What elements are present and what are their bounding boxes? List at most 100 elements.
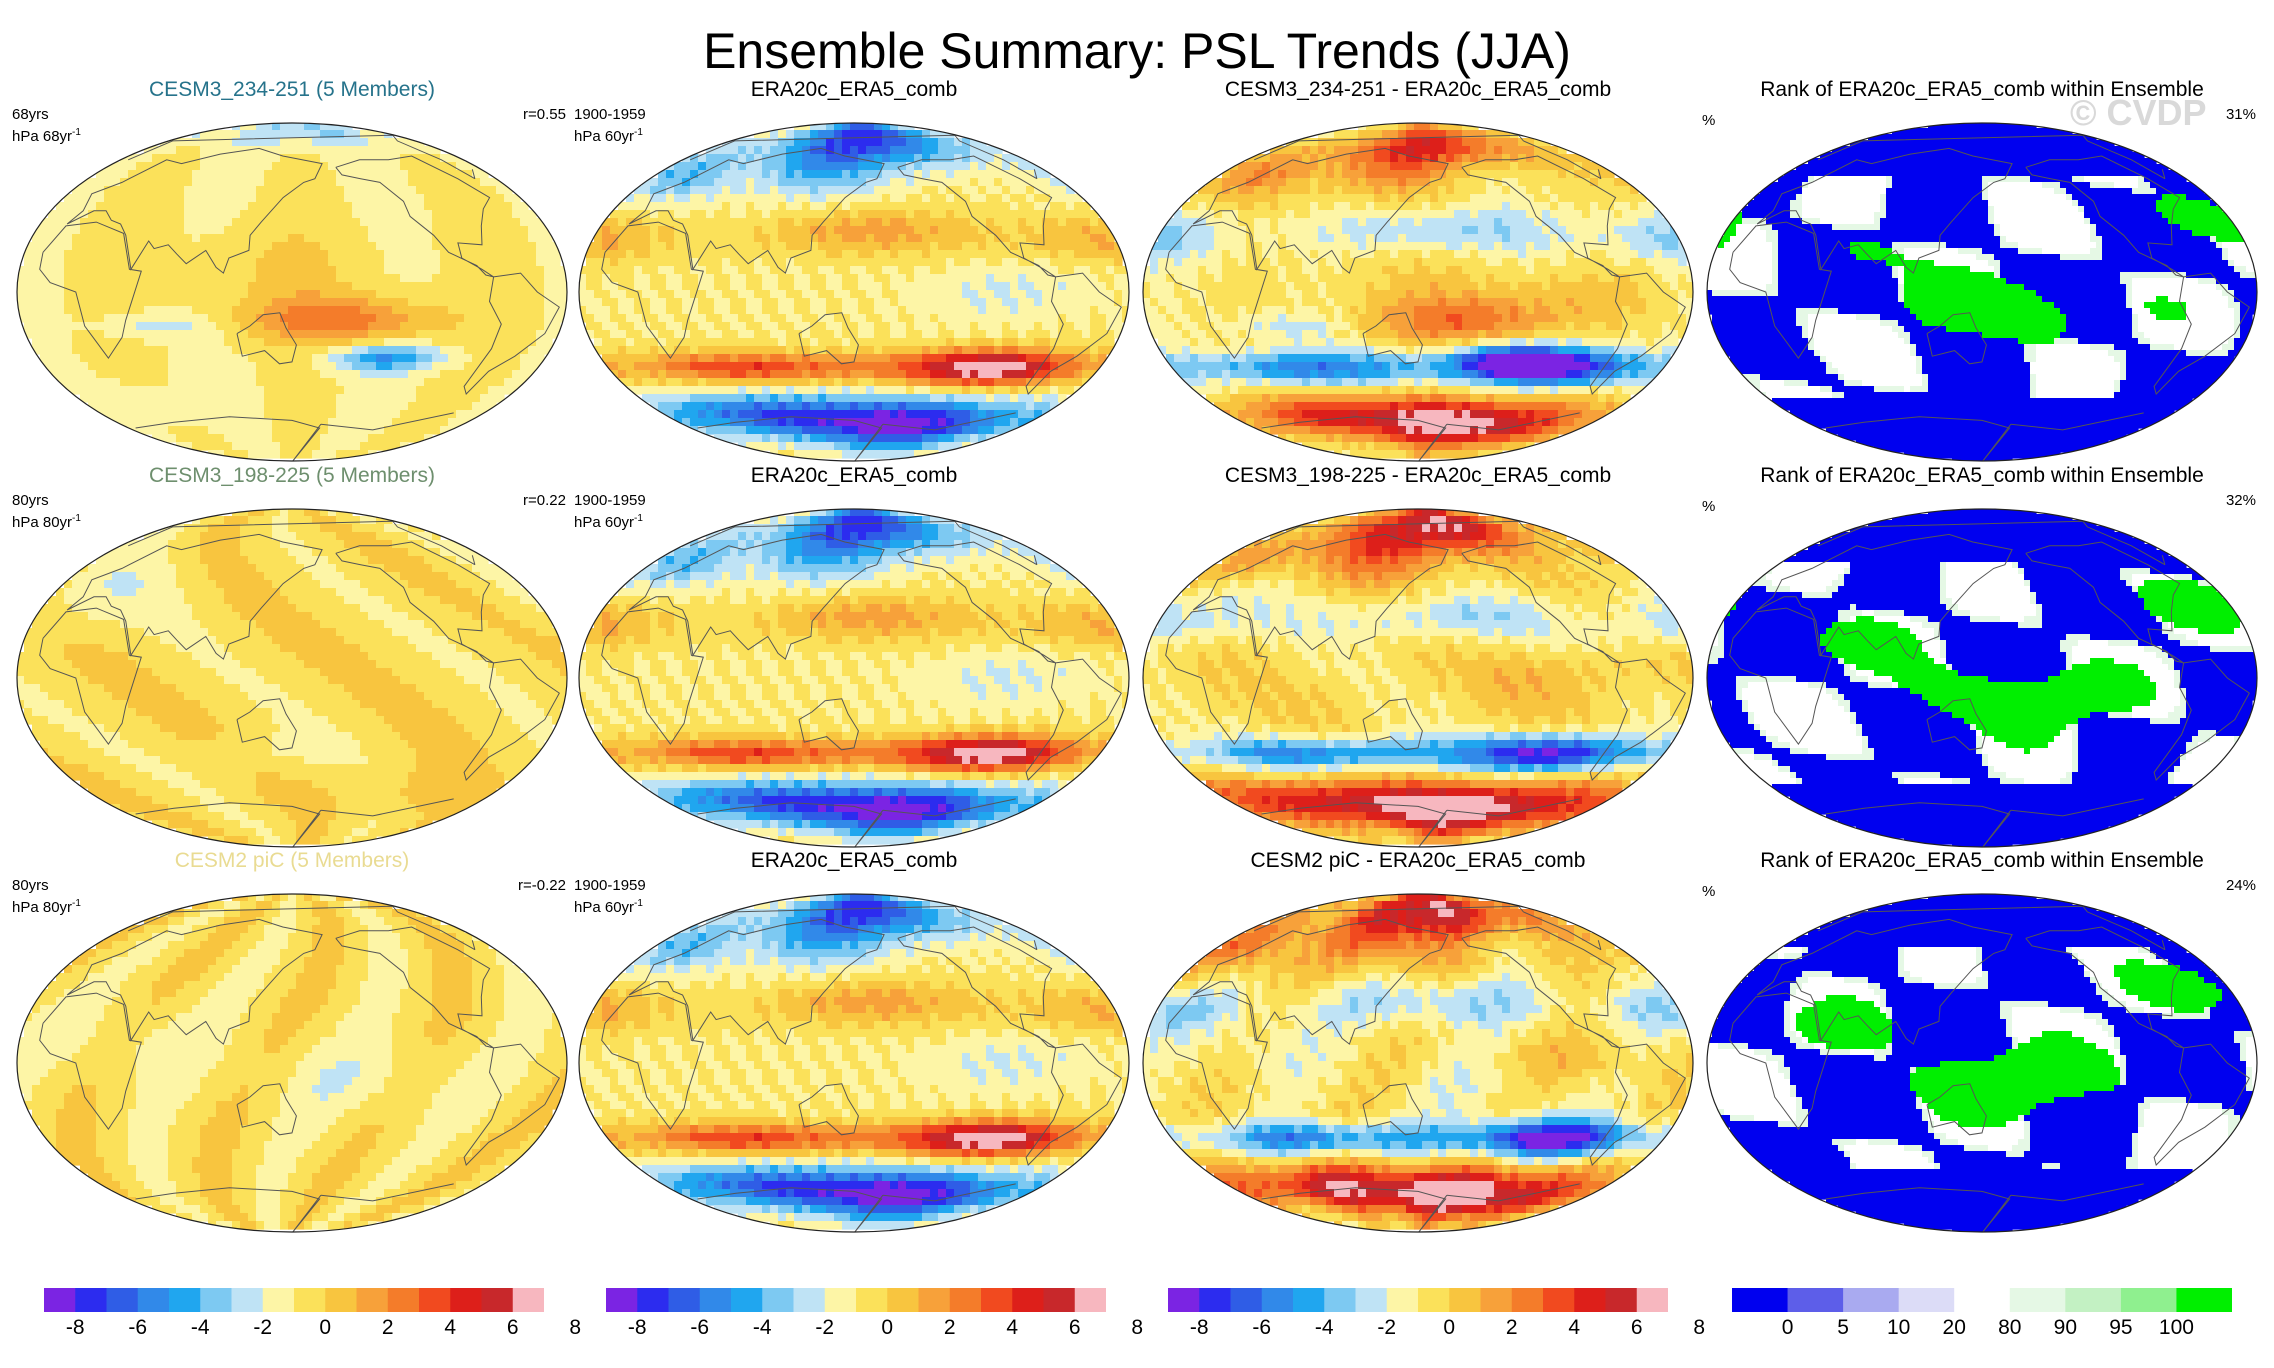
field-cell [1398,788,1407,797]
field-cell [1090,604,1099,613]
field-cell [1350,572,1359,581]
field-cell [1058,708,1075,717]
field-cell [1010,186,1027,195]
field-cell [344,186,417,195]
field-cell [1874,446,2091,453]
field-cell [786,828,795,837]
field-cell [1566,170,1575,179]
field-cell [1928,374,2031,381]
field-cell [778,660,795,669]
field-cell [858,716,875,725]
field-cell [826,146,835,155]
field-cell [2066,194,2073,201]
field-cell [1270,146,1303,155]
row1-rank-left-label: % [1702,112,1715,130]
field-cell [794,282,811,291]
field-cell [1143,274,1167,283]
field-cell [1010,386,1019,395]
field-cell [1946,592,2031,599]
field-cell [1222,314,1239,323]
field-cell [1742,212,1791,219]
field-cell [1374,636,1391,645]
field-cell [496,668,561,677]
field-cell [1334,162,1343,171]
field-cell [914,540,923,549]
field-cell [946,186,963,195]
field-cell [2030,362,2121,369]
field-cell [986,580,1003,589]
field-cell [618,258,691,267]
field-cell [794,660,811,669]
field-cell [424,692,489,701]
row1-diff-field [1143,123,1693,459]
field-cell [208,628,265,637]
field-cell [1438,756,1463,765]
field-cell [1262,796,1271,805]
row2-model-map [16,508,568,848]
field-cell [778,516,787,525]
field-cell [200,796,225,805]
field-cell [922,434,939,443]
field-cell [770,596,835,605]
field-cell [834,146,843,155]
field-cell [834,652,851,661]
field-cell [2240,326,2253,333]
field-cell [946,780,955,789]
field-cell [328,676,401,685]
field-cell [296,290,321,299]
field-cell [1654,620,1679,629]
field-cell [1374,146,1391,155]
field-cell [738,652,755,661]
field-cell [1398,362,1415,371]
field-cell [1018,386,1051,395]
field-cell [1510,162,1519,171]
field-cell [1470,170,1559,179]
field-cell [1638,588,1655,597]
row2-rank-right-label: 32% [2225,492,2256,509]
field-cell [1374,138,1391,147]
field-cell [986,274,995,283]
field-cell [594,620,603,629]
field-cell [626,756,651,765]
field-cell [1318,556,1327,565]
field-cell [168,804,209,813]
field-cell [1462,138,1487,147]
field-cell [1198,354,1223,363]
field-cell [1222,692,1231,701]
field-cell [1050,194,1083,203]
field-cell [1760,380,1785,387]
field-cell [1278,394,1407,403]
field-cell [634,684,651,693]
field-cell [1526,652,1671,661]
field-cell [1034,186,1067,195]
field-cell [1034,612,1043,621]
field-cell [520,362,545,371]
field-cell [1286,138,1319,147]
field-cell [914,170,923,179]
field-cell [1486,330,1503,339]
field-cell [272,298,369,307]
field-cell [280,154,321,163]
field-cell [906,772,915,781]
field-cell [1778,278,1899,285]
field-cell [1414,426,1423,435]
field-cell [392,540,425,549]
field-cell [962,370,971,379]
field-cell [610,306,619,315]
field-cell [1222,258,1239,267]
field-cell [1898,622,1923,629]
field-cell [1310,170,1327,179]
field-cell [1334,556,1343,565]
field-cell [618,748,635,757]
field-cell [906,274,915,283]
field-cell [930,154,955,163]
field-cell [946,338,955,347]
field-cell [272,242,321,251]
field-cell [1534,306,1551,315]
row2-diff-title: CESM3_198-225 - ERA20c_ERA5_comb [1224,464,1612,487]
field-cell [1574,234,1599,243]
field-cell [1358,836,1383,845]
field-cell [754,266,771,275]
field-cell [1238,410,1263,419]
field-cell [1150,282,1175,291]
